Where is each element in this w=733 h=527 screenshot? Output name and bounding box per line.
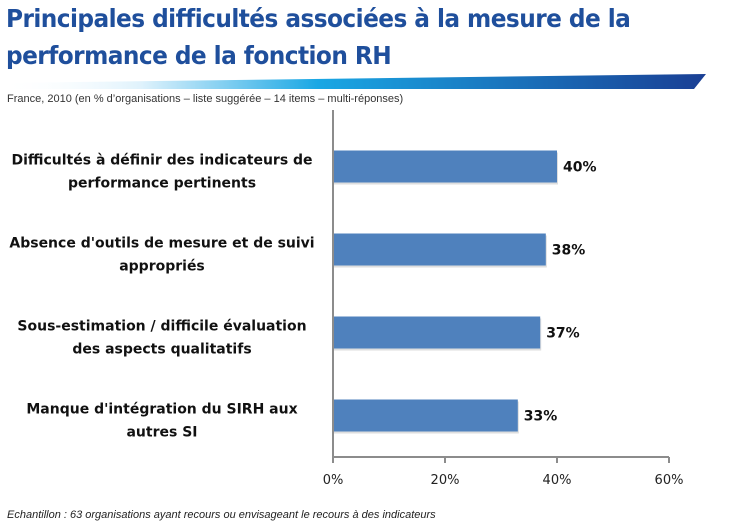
category-label-line-2: performance pertinents (68, 176, 256, 192)
title-line-2: performance de la fonction RH (6, 41, 392, 70)
x-tick-label: 60% (655, 473, 684, 488)
x-tick-label: 20% (431, 473, 460, 488)
bar-value-label: 40% (563, 160, 597, 176)
bar (333, 316, 541, 349)
category-label-line-1: Manque d'intégration du SIRH aux (26, 402, 297, 418)
bar-value-label: 37% (546, 326, 580, 342)
page-title: Principales difficultés associées à la m… (6, 0, 676, 74)
category-label-line-1: Difficultés à définir des indicateurs de (11, 153, 312, 169)
x-tick-label: 40% (543, 473, 572, 488)
decorative-gradient-band (0, 74, 706, 89)
category-label-line-1: Sous-estimation / difficile évaluation (17, 319, 306, 335)
x-tick-label: 0% (323, 473, 344, 488)
bar-value-label: 33% (524, 409, 558, 425)
bar-value-label: 38% (552, 243, 586, 259)
bar (333, 399, 518, 432)
category-label-line-1: Absence d'outils de mesure et de suivi (9, 236, 314, 252)
sample-footnote: Echantillon : 63 organisations ayant rec… (7, 509, 436, 521)
category-label-line-2: appropriés (119, 259, 205, 275)
category-label-line-2: des aspects qualitatifs (72, 342, 251, 358)
title-line-1: Principales difficultés associées à la m… (6, 4, 631, 33)
bar (333, 150, 557, 183)
bar-chart: 40% Difficultés à définir des indicateurs… (9, 110, 684, 488)
bar (333, 233, 546, 266)
chart-subtitle: France, 2010 (en % d’organisations – lis… (7, 93, 404, 105)
category-label-line-2: autres SI (126, 425, 197, 441)
